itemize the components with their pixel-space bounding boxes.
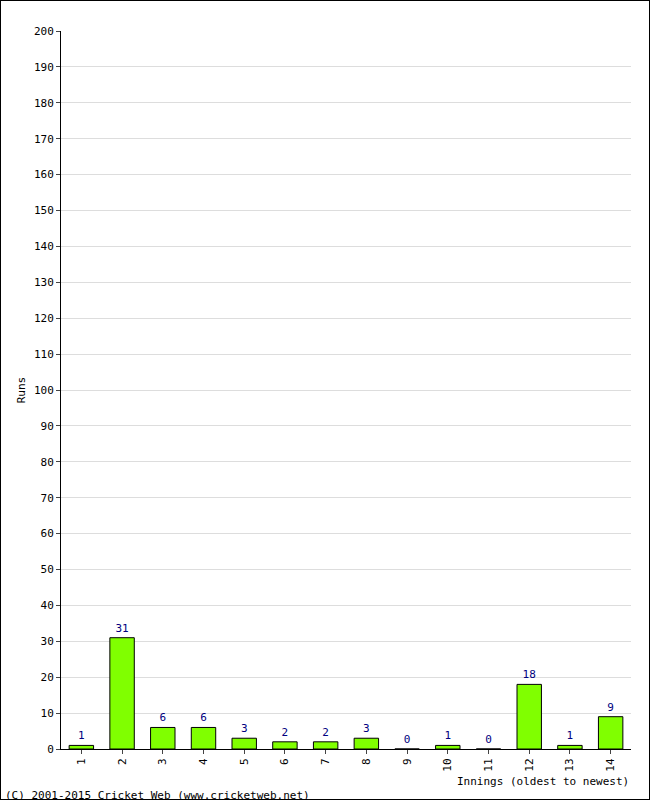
svg-text:20: 20	[41, 671, 54, 684]
svg-text:200: 200	[34, 25, 54, 38]
svg-text:1: 1	[75, 758, 88, 765]
svg-text:3: 3	[156, 758, 169, 765]
svg-text:130: 130	[34, 276, 54, 289]
svg-text:30: 30	[41, 635, 54, 648]
svg-text:8: 8	[360, 758, 373, 765]
svg-text:3: 3	[363, 722, 370, 735]
svg-text:18: 18	[523, 668, 536, 681]
svg-text:Runs: Runs	[15, 377, 28, 404]
svg-text:190: 190	[34, 61, 54, 74]
svg-text:180: 180	[34, 97, 54, 110]
svg-text:50: 50	[41, 563, 54, 576]
svg-text:140: 140	[34, 240, 54, 253]
svg-text:1: 1	[78, 729, 85, 742]
svg-text:80: 80	[41, 456, 54, 469]
svg-text:3: 3	[241, 722, 248, 735]
svg-text:1: 1	[567, 729, 574, 742]
svg-text:110: 110	[34, 348, 54, 361]
svg-text:10: 10	[41, 707, 54, 720]
svg-text:2: 2	[116, 758, 129, 765]
svg-text:10: 10	[441, 758, 454, 771]
svg-text:13: 13	[564, 758, 577, 771]
svg-text:11: 11	[482, 758, 495, 771]
svg-text:40: 40	[41, 599, 54, 612]
svg-text:60: 60	[41, 527, 54, 540]
svg-text:90: 90	[41, 420, 54, 433]
svg-text:9: 9	[401, 758, 414, 765]
svg-text:9: 9	[607, 701, 614, 714]
svg-text:Innings (oldest to newest): Innings (oldest to newest)	[457, 775, 629, 788]
svg-text:4: 4	[197, 758, 210, 765]
svg-text:2: 2	[282, 726, 289, 739]
svg-text:70: 70	[41, 492, 54, 505]
svg-text:0: 0	[47, 743, 54, 756]
svg-text:7: 7	[319, 758, 332, 765]
svg-text:150: 150	[34, 204, 54, 217]
svg-text:120: 120	[34, 312, 54, 325]
svg-text:6: 6	[200, 711, 207, 724]
svg-text:0: 0	[485, 733, 492, 746]
svg-text:1: 1	[444, 729, 451, 742]
svg-text:6: 6	[279, 758, 292, 765]
svg-text:(C) 2001-2015 Cricket Web (www: (C) 2001-2015 Cricket Web (www.cricketwe…	[5, 789, 310, 799]
svg-text:6: 6	[159, 711, 166, 724]
svg-text:14: 14	[604, 758, 617, 772]
svg-text:0: 0	[404, 733, 411, 746]
svg-text:12: 12	[523, 758, 536, 771]
svg-text:100: 100	[34, 384, 54, 397]
svg-text:170: 170	[34, 133, 54, 146]
svg-text:31: 31	[115, 622, 128, 635]
svg-text:2: 2	[322, 726, 329, 739]
svg-text:5: 5	[238, 758, 251, 765]
svg-text:160: 160	[34, 168, 54, 181]
